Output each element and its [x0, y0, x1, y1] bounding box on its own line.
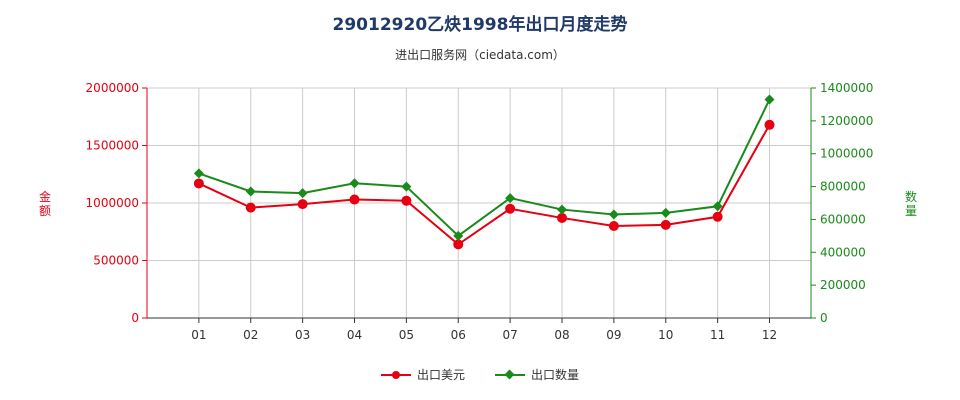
- point-usd-10: [660, 219, 671, 230]
- right-tick-label: 1400000: [820, 81, 873, 95]
- left-tick-label: 1500000: [86, 139, 139, 153]
- right-tick-label: 200000: [820, 278, 866, 292]
- right-tick-label: 0: [820, 311, 828, 325]
- point-usd-08: [557, 212, 567, 223]
- left-tick-label: 1000000: [86, 196, 139, 210]
- point-usd-03: [297, 199, 308, 210]
- point-usd-01: [193, 178, 204, 189]
- point-qty-11: [712, 201, 723, 212]
- series-line-qty: [198, 99, 771, 238]
- x-tick-label: 02: [243, 328, 258, 342]
- x-tick-label: 10: [658, 328, 673, 342]
- point-qty-08: [557, 204, 567, 215]
- point-qty-04: [349, 178, 360, 189]
- right-tick-label: 400000: [820, 245, 866, 259]
- point-usd-06: [453, 239, 464, 250]
- point-qty-12: [764, 94, 775, 105]
- point-qty-09: [608, 209, 619, 220]
- x-tick-label: 09: [606, 328, 621, 342]
- point-usd-09: [608, 221, 619, 231]
- right-tick-label: 800000: [820, 180, 866, 194]
- x-tick-label: 01: [191, 328, 206, 342]
- left-tick-label: 0: [131, 311, 139, 325]
- chart-subtitle: 进出口服务网（ciedata.com）: [395, 48, 565, 62]
- left-tick-label: 2000000: [86, 81, 139, 95]
- x-tick-label: 12: [762, 328, 777, 342]
- right-tick-label: 1000000: [820, 147, 873, 161]
- point-usd-12: [764, 119, 775, 130]
- point-qty-01: [193, 168, 204, 179]
- point-usd-04: [349, 194, 360, 205]
- legend-swatch-usd: [380, 369, 411, 381]
- point-qty-02: [245, 186, 256, 197]
- legend-label-qty: 出口数量: [531, 368, 580, 382]
- point-qty-03: [297, 188, 308, 199]
- x-tick-label: 07: [502, 328, 517, 342]
- legend-swatch-qty: [495, 369, 525, 381]
- right-tick-label: 600000: [820, 212, 866, 226]
- chart-title: 29012920乙炔1998年出口月度走势: [332, 15, 628, 35]
- x-tick-label: 03: [295, 328, 310, 342]
- legend-label-usd: 出口美元: [416, 368, 465, 382]
- point-usd-05: [401, 195, 412, 206]
- left-axis-label: 金额: [38, 190, 51, 218]
- legend-item-usd[interactable]: 出口美元: [380, 366, 465, 383]
- point-usd-07: [505, 203, 516, 214]
- legend-item-qty[interactable]: 出口数量: [495, 366, 579, 383]
- legend: 出口美元 出口数量: [0, 366, 960, 383]
- series-line-usd: [198, 124, 771, 246]
- right-tick-label: 1200000: [820, 114, 873, 128]
- point-qty-10: [660, 207, 671, 218]
- point-usd-11: [712, 211, 723, 222]
- x-tick-label: 04: [347, 328, 362, 342]
- x-tick-label: 08: [554, 328, 569, 342]
- x-tick-label: 11: [710, 328, 725, 342]
- point-qty-05: [401, 181, 412, 192]
- left-tick-label: 500000: [93, 254, 139, 268]
- x-tick-label: 05: [399, 328, 414, 342]
- x-tick-label: 06: [451, 328, 466, 342]
- point-qty-07: [505, 193, 516, 204]
- right-axis-label: 数量: [904, 190, 917, 218]
- point-qty-06: [453, 230, 464, 241]
- point-usd-02: [245, 202, 256, 213]
